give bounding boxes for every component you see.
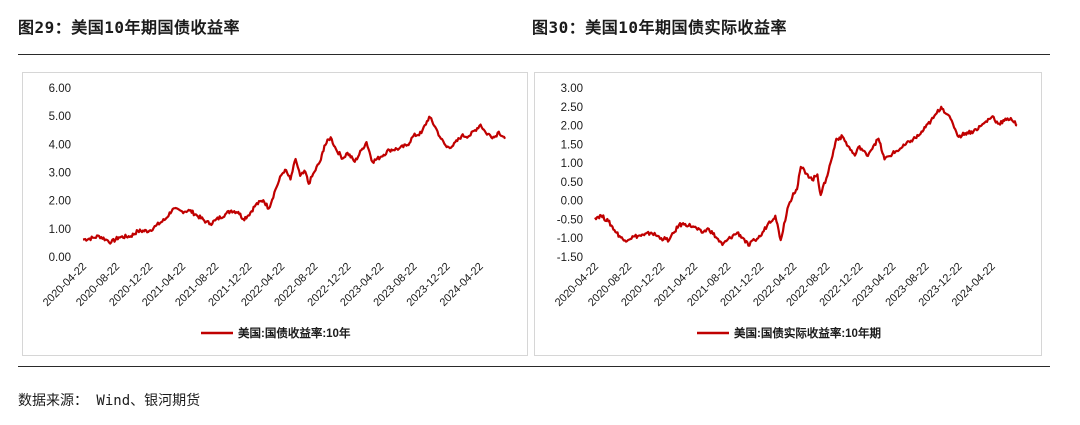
bottom-divider: [18, 366, 1050, 367]
series-line: [82, 115, 506, 245]
source-note: 数据来源： Wind、银河期货: [18, 393, 201, 409]
real-yield-line-chart: 3.00 2.50 2.00 1.50 1.00 0.50 0.00 -0.50 -1.00 -1…: [553, 83, 1018, 340]
legend-label: 美国:国债收益率:10年: [238, 326, 351, 340]
chart-panel-10y-yield: 6.00 5.00 4.00 3.00 2.00 1.00 0.00 2020-04-22 20…: [22, 72, 528, 356]
y-tick-label: 1.00: [561, 158, 583, 170]
yield-line-chart: 6.005.004.003.002.001.000.002020-04-2220…: [41, 83, 506, 340]
chart-panel-10y-real-yield: 3.00 2.50 2.00 1.50 1.00 0.50 0.00 -0.50 -1.00 -1…: [534, 72, 1042, 356]
y-tick-label: 1.00: [49, 224, 71, 236]
y-tick-label: -1.00: [557, 233, 583, 245]
series-line: [594, 105, 1018, 247]
top-divider: [18, 54, 1050, 55]
y-tick-label: -1.50: [557, 252, 583, 264]
y-tick-label: 1.50: [561, 139, 583, 151]
y-tick-label: 3.00: [49, 168, 71, 180]
y-tick-label: 5.00: [49, 111, 71, 123]
y-tick-label: 2.00: [49, 196, 71, 208]
y-tick-label: 2.00: [561, 121, 583, 133]
left-figure-title: 图29：美国10年期国债收益率: [18, 18, 241, 37]
y-tick-label: 0.50: [561, 177, 583, 189]
legend-label: 美国:国债实际收益率:10年期: [734, 326, 881, 340]
right-figure-title: 图30：美国10年期国债实际收益率: [532, 18, 788, 37]
y-tick-label: 2.50: [561, 102, 583, 114]
y-tick-label: 0.00: [561, 196, 583, 208]
y-tick-label: 4.00: [49, 139, 71, 151]
y-tick-label: 0.00: [49, 252, 71, 264]
y-tick-label: 6.00: [49, 83, 71, 95]
y-tick-label: 3.00: [561, 83, 583, 95]
y-tick-label: -0.50: [557, 214, 583, 226]
